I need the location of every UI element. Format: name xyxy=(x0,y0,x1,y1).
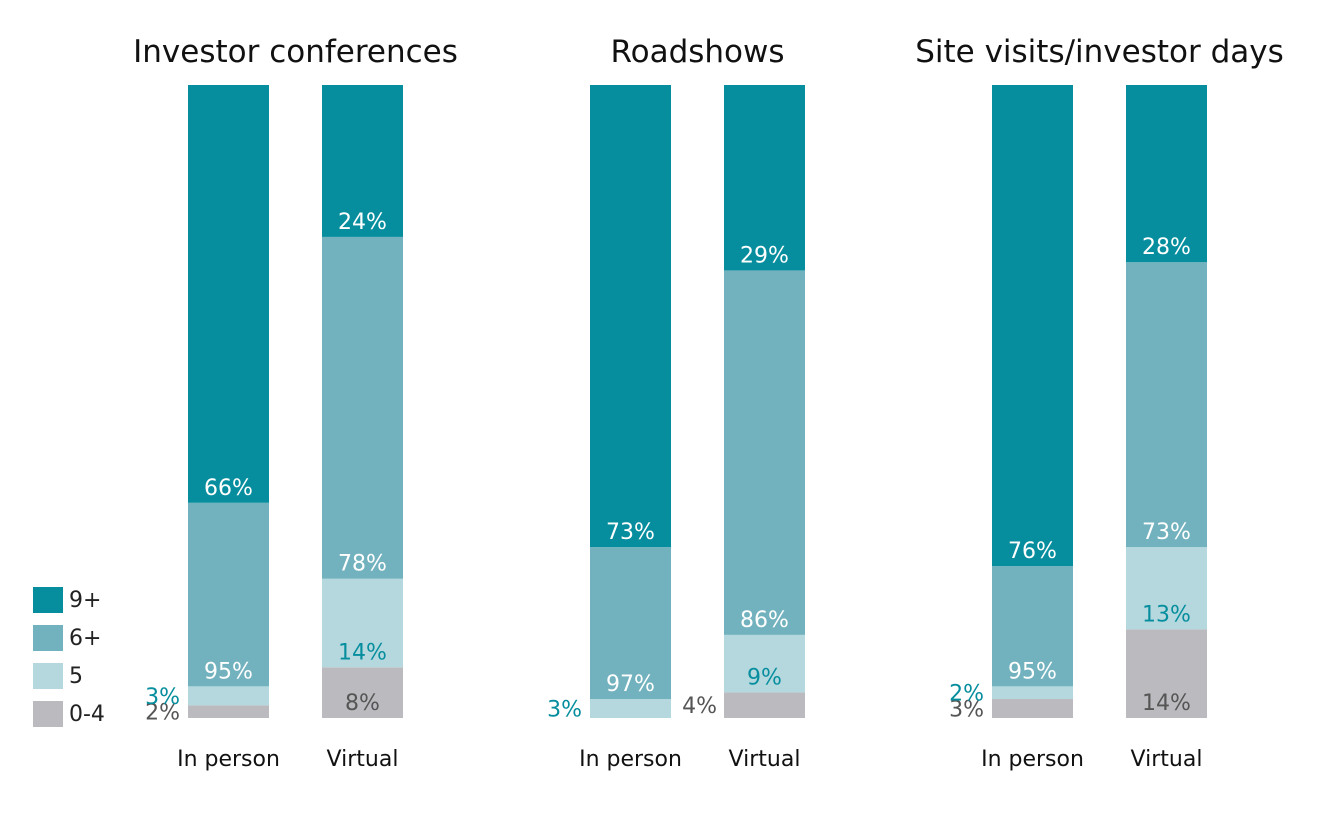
bar-segment-investor-conferences-in-person-0-4 xyxy=(188,705,269,718)
bar-segment-site-visits-investor-days-virtual-5 xyxy=(1126,547,1207,630)
legend-swatch-6plus xyxy=(33,625,63,651)
bar-segment-site-visits-investor-days-in-person-6plus xyxy=(992,566,1073,687)
bar-segment-site-visits-investor-days-virtual-0-4 xyxy=(1126,629,1207,718)
bar-segment-roadshows-virtual-9plus xyxy=(724,85,805,271)
category-label-site-visits-investor-days-in-person: In person xyxy=(981,747,1084,772)
data-label-site-visits-investor-days-in-person-9plus: 76% xyxy=(1008,539,1057,564)
legend-item-5: 5 xyxy=(33,657,105,695)
data-label-site-visits-investor-days-in-person-0-4: 3% xyxy=(949,698,984,723)
data-label-site-visits-investor-days-in-person-5: 2% xyxy=(949,682,984,707)
bar-segment-roadshows-virtual-5 xyxy=(724,634,805,693)
data-label-roadshows-virtual-9plus: 29% xyxy=(740,243,789,268)
legend-swatch-5 xyxy=(33,663,63,689)
bar-segment-roadshows-in-person-5 xyxy=(590,699,671,718)
data-label-investor-conferences-virtual-6plus: 78% xyxy=(338,552,387,577)
data-label-investor-conferences-virtual-0-4: 8% xyxy=(345,691,380,716)
chart-title-investor-conferences: Investor conferences xyxy=(133,34,458,70)
category-label-investor-conferences-in-person: In person xyxy=(177,747,280,772)
legend-item-6plus: 6+ xyxy=(33,619,105,657)
data-label-roadshows-in-person-6plus: 97% xyxy=(606,672,655,697)
data-label-investor-conferences-in-person-5: 3% xyxy=(145,685,180,710)
legend-label-9plus: 9+ xyxy=(69,587,102,613)
category-label-roadshows-virtual: Virtual xyxy=(729,747,801,772)
data-label-site-visits-investor-days-in-person-6plus: 95% xyxy=(1008,659,1057,684)
bar-segment-site-visits-investor-days-in-person-9plus xyxy=(992,85,1073,567)
bar-segment-site-visits-investor-days-in-person-5 xyxy=(992,686,1073,700)
category-label-roadshows-in-person: In person xyxy=(579,747,682,772)
legend-item-9plus: 9+ xyxy=(33,581,105,619)
bar-segment-investor-conferences-virtual-5 xyxy=(322,578,403,668)
data-label-investor-conferences-in-person-6plus: 95% xyxy=(204,659,253,684)
data-label-site-visits-investor-days-virtual-9plus: 28% xyxy=(1142,235,1191,260)
bar-segment-roadshows-virtual-6plus xyxy=(724,270,805,635)
bar-segment-site-visits-investor-days-virtual-6plus xyxy=(1126,262,1207,548)
category-label-site-visits-investor-days-virtual: Virtual xyxy=(1131,747,1203,772)
bar-segment-roadshows-virtual-0-4 xyxy=(724,692,805,718)
category-label-investor-conferences-virtual: Virtual xyxy=(327,747,399,772)
data-label-site-visits-investor-days-virtual-6plus: 73% xyxy=(1142,520,1191,545)
bar-segment-investor-conferences-in-person-5 xyxy=(188,686,269,706)
bar-segment-roadshows-in-person-9plus xyxy=(590,85,671,548)
bar-segment-investor-conferences-in-person-9plus xyxy=(188,85,269,503)
bar-segment-investor-conferences-in-person-6plus xyxy=(188,502,269,687)
legend-label-0-4: 0-4 xyxy=(69,701,105,727)
data-label-roadshows-in-person-9plus: 73% xyxy=(606,520,655,545)
chart-title-roadshows: Roadshows xyxy=(610,34,784,70)
bar-segment-site-visits-investor-days-virtual-9plus xyxy=(1126,85,1207,263)
bar-segment-site-visits-investor-days-in-person-0-4 xyxy=(992,699,1073,718)
legend-item-0-4: 0-4 xyxy=(33,695,105,733)
data-label-site-visits-investor-days-virtual-5: 13% xyxy=(1142,602,1191,627)
data-label-roadshows-virtual-5: 9% xyxy=(747,665,782,690)
data-label-investor-conferences-in-person-9plus: 66% xyxy=(204,476,253,501)
data-label-roadshows-virtual-6plus: 86% xyxy=(740,608,789,633)
legend-swatch-9plus xyxy=(33,587,63,613)
data-label-roadshows-virtual-0-4: 4% xyxy=(682,694,717,719)
data-label-investor-conferences-virtual-9plus: 24% xyxy=(338,210,387,235)
bar-segment-investor-conferences-virtual-0-4 xyxy=(322,667,403,718)
data-label-investor-conferences-in-person-0-4: 2% xyxy=(145,701,180,726)
chart-title-site-visits-investor-days: Site visits/investor days xyxy=(915,34,1284,70)
data-label-site-visits-investor-days-virtual-0-4: 14% xyxy=(1142,691,1191,716)
legend-label-5: 5 xyxy=(69,663,83,689)
data-label-roadshows-in-person-5: 3% xyxy=(547,698,582,723)
data-label-investor-conferences-virtual-5: 14% xyxy=(338,640,387,665)
legend-swatch-0-4 xyxy=(33,701,63,727)
legend-label-6plus: 6+ xyxy=(69,625,102,651)
bar-segment-investor-conferences-virtual-6plus xyxy=(322,236,403,579)
legend: 9+ 6+ 5 0-4 xyxy=(33,581,105,733)
bar-segment-roadshows-in-person-6plus xyxy=(590,547,671,700)
bar-segment-investor-conferences-virtual-9plus xyxy=(322,85,403,237)
